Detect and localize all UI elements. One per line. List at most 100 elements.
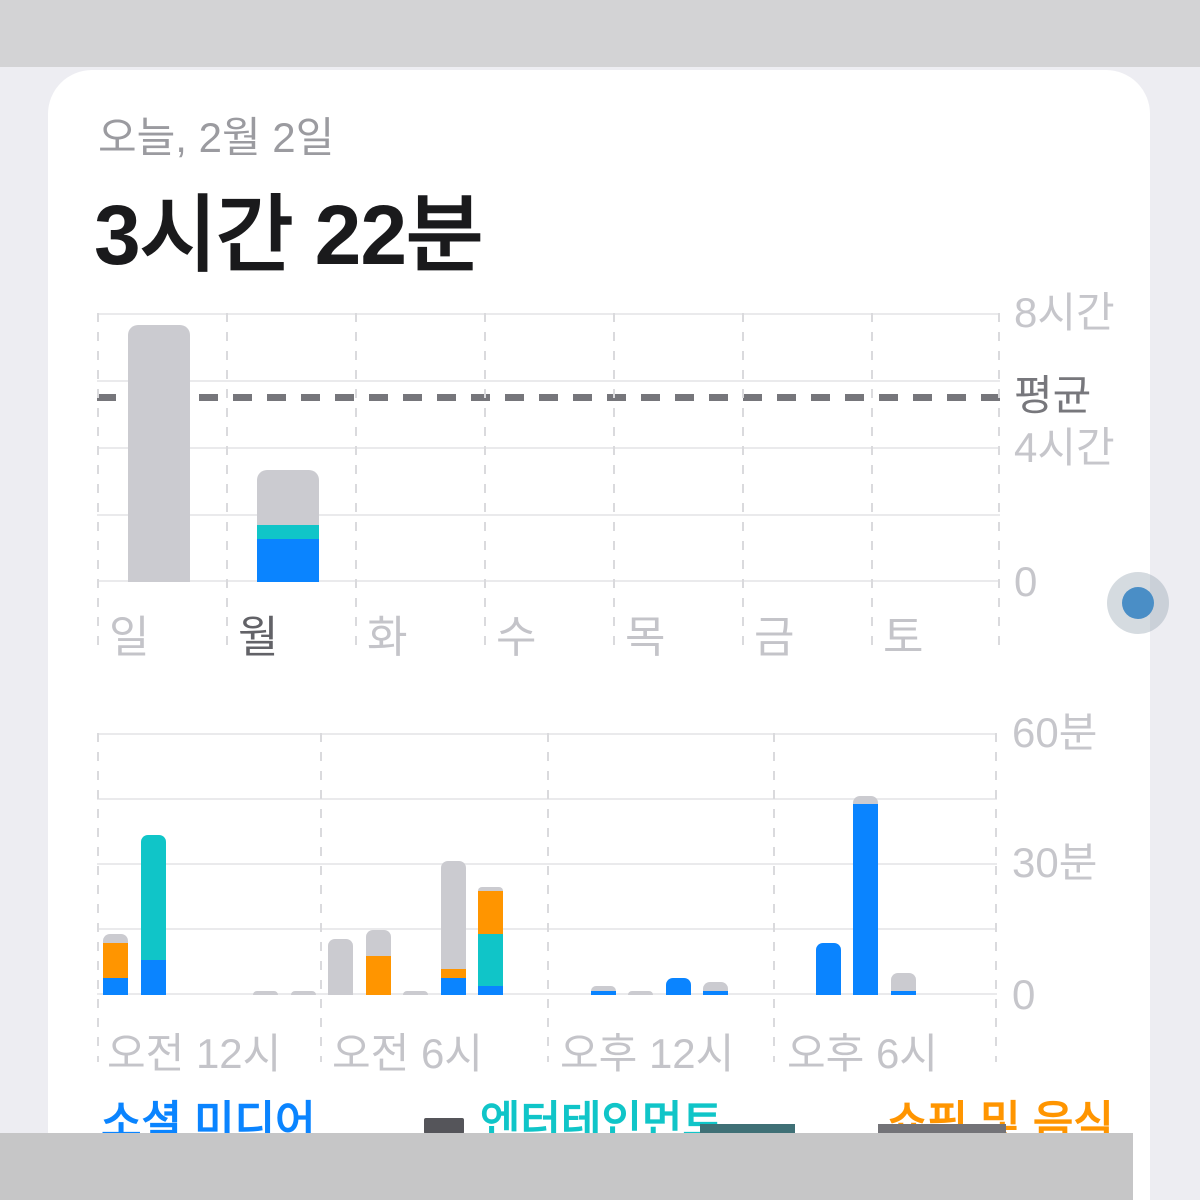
bar-segment [478, 886, 503, 892]
gridline-vertical [355, 313, 357, 650]
gridline-vertical [742, 313, 744, 650]
cropped-text-fragment [878, 1124, 1006, 1133]
bar-segment [890, 990, 916, 995]
top-crop-bar [0, 0, 1200, 67]
hourly-bar-10[interactable] [478, 886, 503, 995]
bar-segment [103, 977, 128, 995]
bar-segment [890, 973, 916, 991]
gridline-vertical [995, 733, 997, 1062]
gridline-vertical [484, 313, 486, 650]
x-axis-label-6am: 오전 6시 [332, 1030, 483, 1077]
bar-segment [257, 538, 319, 582]
gridline-vertical [97, 733, 99, 1062]
cropped-text-fragment [424, 1118, 464, 1134]
gridline [97, 447, 1000, 449]
bar-segment [290, 990, 316, 995]
day-label-4[interactable]: 목 [625, 613, 666, 662]
gridline-vertical [871, 313, 873, 650]
bar-segment [253, 990, 278, 995]
y-axis-label-60min: 60분 [1012, 709, 1098, 756]
bar-segment [853, 804, 878, 995]
bar-segment [440, 860, 466, 970]
bar-segment [590, 986, 616, 991]
y-axis-label-4h: 4시간 [1014, 424, 1115, 471]
gridline-vertical [320, 733, 322, 1062]
hourly-bar-16[interactable] [703, 982, 728, 995]
hourly-bar-1[interactable] [140, 834, 166, 995]
scroll-indicator-dot-inner [1122, 587, 1154, 619]
x-axis-label-6pm: 오후 6시 [787, 1030, 938, 1077]
gridline [97, 514, 1000, 516]
bar-segment [628, 990, 653, 995]
y-axis-label-8h: 8시간 [1014, 289, 1115, 336]
bar-segment [590, 990, 616, 995]
bar-segment [853, 795, 878, 805]
gridline-vertical [226, 313, 228, 650]
hourly-bar-20[interactable] [853, 795, 878, 995]
bar-segment [815, 943, 841, 995]
hourly-bar-7[interactable] [365, 930, 391, 995]
scroll-indicator-dot [1107, 572, 1169, 634]
bar-segment [440, 969, 466, 978]
weekly-bar-1[interactable] [257, 469, 319, 582]
bar-segment [365, 956, 391, 995]
y-axis-label-0h: 0 [1014, 558, 1038, 605]
bar-segment [440, 977, 466, 995]
gridline [97, 580, 1000, 582]
day-label-2[interactable]: 화 [367, 613, 408, 662]
hourly-bar-19[interactable] [815, 943, 841, 995]
bar-segment [103, 943, 128, 978]
y-axis-label-30min: 30분 [1012, 839, 1098, 886]
y-axis-label-0min: 0 [1012, 971, 1036, 1018]
bar-segment [257, 469, 319, 526]
bar-segment [478, 934, 503, 987]
screen-time-card [48, 70, 1150, 1200]
hourly-bar-4[interactable] [253, 990, 278, 995]
day-label-5[interactable]: 금 [754, 613, 795, 662]
gridline-vertical [547, 733, 549, 1062]
hourly-bar-8[interactable] [403, 990, 428, 995]
date-label: 오늘, 2월 2일 [98, 114, 335, 161]
cropped-text-fragment [700, 1124, 795, 1133]
gridline [97, 380, 1000, 382]
day-label-1[interactable]: 월 [238, 613, 279, 662]
hourly-bar-13[interactable] [590, 986, 616, 995]
bottom-crop-bar [0, 1133, 1133, 1200]
bar-segment [478, 891, 503, 935]
bar-segment [403, 990, 428, 995]
hourly-bar-15[interactable] [665, 977, 691, 995]
gridline-vertical [998, 313, 1000, 650]
bar-segment [140, 960, 166, 995]
day-label-6[interactable]: 토 [883, 613, 924, 662]
hourly-bar-0[interactable] [103, 934, 128, 995]
bar-segment [478, 986, 503, 995]
x-axis-label-12pm: 오후 12시 [560, 1030, 735, 1077]
bar-segment [257, 525, 319, 539]
y-axis-label-average: 평균 [1014, 372, 1092, 419]
average-line [97, 394, 1000, 401]
gridline [97, 313, 1000, 315]
gridline-vertical [97, 313, 99, 650]
hourly-bar-9[interactable] [440, 860, 466, 995]
bar-segment [103, 934, 128, 944]
day-label-3[interactable]: 수 [496, 613, 537, 662]
weekly-bar-0[interactable] [128, 325, 190, 582]
hourly-usage-chart[interactable] [97, 733, 997, 1062]
hourly-bar-5[interactable] [290, 990, 316, 995]
bar-segment [703, 982, 728, 991]
hourly-bar-21[interactable] [890, 973, 916, 995]
gridline-vertical [773, 733, 775, 1062]
day-label-0[interactable]: 일 [109, 613, 150, 662]
hourly-bar-14[interactable] [628, 990, 653, 995]
bar-segment [365, 930, 391, 956]
gridline-vertical [613, 313, 615, 650]
bar-segment [140, 834, 166, 961]
x-axis-label-12am: 오전 12시 [107, 1030, 282, 1077]
weekly-usage-chart[interactable] [97, 313, 1000, 650]
bar-segment [665, 977, 691, 995]
bar-segment [703, 990, 728, 995]
bar-segment [128, 325, 190, 582]
hourly-bar-6[interactable] [328, 938, 353, 995]
